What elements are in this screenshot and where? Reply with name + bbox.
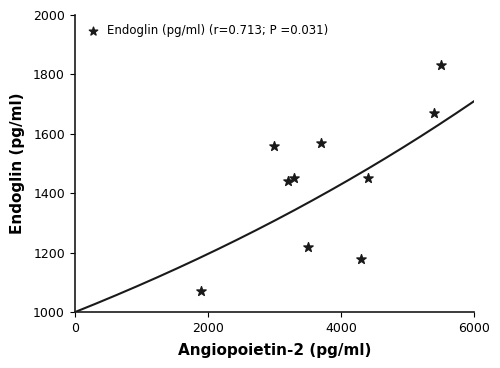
Endoglin (pg/ml) (r=0.713; P =0.031)	[430, 110, 438, 116]
Endoglin (pg/ml) (r=0.713; P =0.031)	[304, 244, 312, 250]
Endoglin (pg/ml) (r=0.713; P =0.031)	[357, 256, 365, 262]
Endoglin (pg/ml) (r=0.713; P =0.031)	[364, 176, 372, 181]
Endoglin (pg/ml) (r=0.713; P =0.031)	[270, 143, 278, 149]
Y-axis label: Endoglin (pg/ml): Endoglin (pg/ml)	[10, 93, 24, 234]
X-axis label: Angiopoietin-2 (pg/ml): Angiopoietin-2 (pg/ml)	[178, 343, 371, 358]
Endoglin (pg/ml) (r=0.713; P =0.031)	[290, 176, 298, 181]
Endoglin (pg/ml) (r=0.713; P =0.031)	[317, 140, 325, 146]
Endoglin (pg/ml) (r=0.713; P =0.031)	[437, 62, 445, 68]
Endoglin (pg/ml) (r=0.713; P =0.031)	[284, 178, 292, 184]
Endoglin (pg/ml) (r=0.713; P =0.031)	[197, 289, 205, 294]
Legend: Endoglin (pg/ml) (r=0.713; P =0.031): Endoglin (pg/ml) (r=0.713; P =0.031)	[80, 21, 332, 41]
